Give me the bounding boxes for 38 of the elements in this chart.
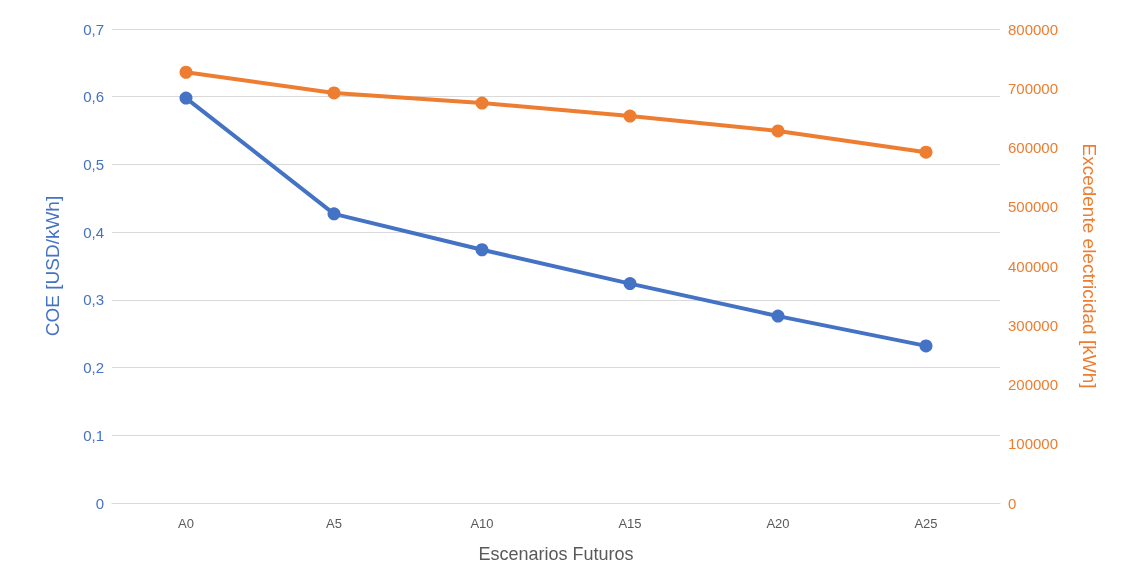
y2-tick-label: 0	[1008, 494, 1017, 512]
point	[327, 207, 341, 221]
y2-tick-label: 400000	[1008, 257, 1059, 275]
y-tick-label: 0,2	[83, 359, 104, 377]
y-tick-label: 0,3	[83, 291, 104, 309]
y-axis-title: COE [USD/kWh]	[42, 195, 63, 337]
x-axis-title: Escenarios Futuros	[478, 544, 634, 564]
point	[771, 124, 785, 138]
x-tick-label: A0	[178, 516, 194, 531]
point	[179, 91, 193, 105]
y-tick-label: 0,1	[83, 426, 104, 444]
x-tick-label: A5	[326, 516, 342, 531]
x-tick-label: A20	[766, 516, 790, 531]
y2-tick-label: 300000	[1008, 316, 1059, 334]
y-tick-label: 0,5	[83, 155, 104, 173]
point	[623, 277, 637, 291]
point	[919, 145, 933, 159]
point	[771, 309, 785, 323]
y-tick-label: 0,4	[83, 223, 104, 241]
y2-tick-label: 100000	[1008, 435, 1059, 453]
y2-tick-label: 800000	[1008, 20, 1059, 38]
y2-tick-label: 600000	[1008, 139, 1059, 156]
x-tick-label: A25	[914, 516, 938, 531]
point	[179, 65, 193, 79]
x-tick-label: A15	[618, 516, 642, 531]
y2-tick-label: 200000	[1008, 376, 1059, 393]
point	[475, 96, 489, 110]
point	[327, 86, 341, 100]
y2-axis-title: Excedente electricidad [kWh]	[1079, 143, 1100, 389]
x-tick-label: A10	[470, 516, 494, 531]
point	[919, 339, 933, 353]
point	[623, 109, 637, 123]
y-tick-label: 0,7	[83, 20, 104, 38]
y-tick-label: 0,6	[83, 88, 104, 106]
y-tick-label: 0	[95, 494, 104, 512]
y2-tick-label: 500000	[1008, 198, 1059, 216]
y2-tick-label: 700000	[1008, 79, 1059, 97]
point	[475, 243, 489, 257]
